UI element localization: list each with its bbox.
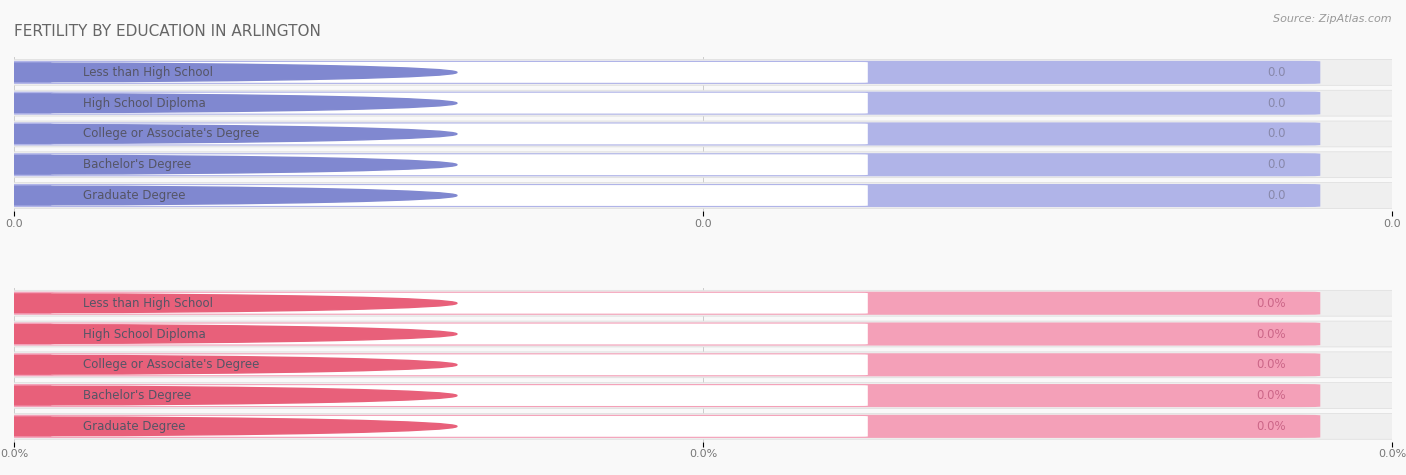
FancyBboxPatch shape [51,154,868,175]
FancyBboxPatch shape [51,124,868,144]
Text: College or Associate's Degree: College or Associate's Degree [83,127,259,141]
Text: 0.0: 0.0 [1267,66,1286,79]
Text: College or Associate's Degree: College or Associate's Degree [83,358,259,371]
FancyBboxPatch shape [51,293,868,314]
FancyBboxPatch shape [51,416,868,437]
Circle shape [0,124,457,143]
FancyBboxPatch shape [0,184,1320,207]
FancyBboxPatch shape [0,415,1320,438]
FancyBboxPatch shape [0,290,1406,316]
Circle shape [0,355,457,374]
Text: 0.0: 0.0 [1267,158,1286,171]
FancyBboxPatch shape [51,93,868,114]
FancyBboxPatch shape [0,323,1320,346]
Text: 0.0: 0.0 [1267,189,1286,202]
FancyBboxPatch shape [0,61,1320,84]
Text: Less than High School: Less than High School [83,66,212,79]
FancyBboxPatch shape [0,384,1320,407]
Text: Bachelor's Degree: Bachelor's Degree [83,158,191,171]
FancyBboxPatch shape [0,123,1320,145]
FancyBboxPatch shape [0,152,1406,178]
Circle shape [0,325,457,343]
FancyBboxPatch shape [0,352,1406,378]
Circle shape [0,94,457,113]
Text: 0.0%: 0.0% [1256,389,1286,402]
FancyBboxPatch shape [51,62,868,83]
Text: Source: ZipAtlas.com: Source: ZipAtlas.com [1274,14,1392,24]
FancyBboxPatch shape [0,90,1406,116]
FancyBboxPatch shape [51,185,868,206]
Text: 0.0%: 0.0% [1256,358,1286,371]
FancyBboxPatch shape [0,182,1406,209]
Text: High School Diploma: High School Diploma [83,97,205,110]
Circle shape [0,63,457,82]
FancyBboxPatch shape [51,323,868,344]
FancyBboxPatch shape [0,383,1406,408]
FancyBboxPatch shape [0,413,1406,439]
Circle shape [0,417,457,436]
Text: Bachelor's Degree: Bachelor's Degree [83,389,191,402]
Text: Less than High School: Less than High School [83,297,212,310]
Text: Graduate Degree: Graduate Degree [83,189,186,202]
FancyBboxPatch shape [51,385,868,406]
FancyBboxPatch shape [51,354,868,375]
FancyBboxPatch shape [0,153,1320,176]
Circle shape [0,386,457,405]
FancyBboxPatch shape [0,59,1406,86]
FancyBboxPatch shape [0,92,1320,114]
Circle shape [0,155,457,174]
Text: 0.0%: 0.0% [1256,420,1286,433]
Circle shape [0,186,457,205]
Text: High School Diploma: High School Diploma [83,328,205,341]
Text: FERTILITY BY EDUCATION IN ARLINGTON: FERTILITY BY EDUCATION IN ARLINGTON [14,24,321,39]
Circle shape [0,294,457,313]
FancyBboxPatch shape [0,353,1320,376]
FancyBboxPatch shape [0,292,1320,315]
FancyBboxPatch shape [0,121,1406,147]
Text: 0.0: 0.0 [1267,97,1286,110]
Text: 0.0: 0.0 [1267,127,1286,141]
FancyBboxPatch shape [0,321,1406,347]
Text: 0.0%: 0.0% [1256,328,1286,341]
Text: Graduate Degree: Graduate Degree [83,420,186,433]
Text: 0.0%: 0.0% [1256,297,1286,310]
